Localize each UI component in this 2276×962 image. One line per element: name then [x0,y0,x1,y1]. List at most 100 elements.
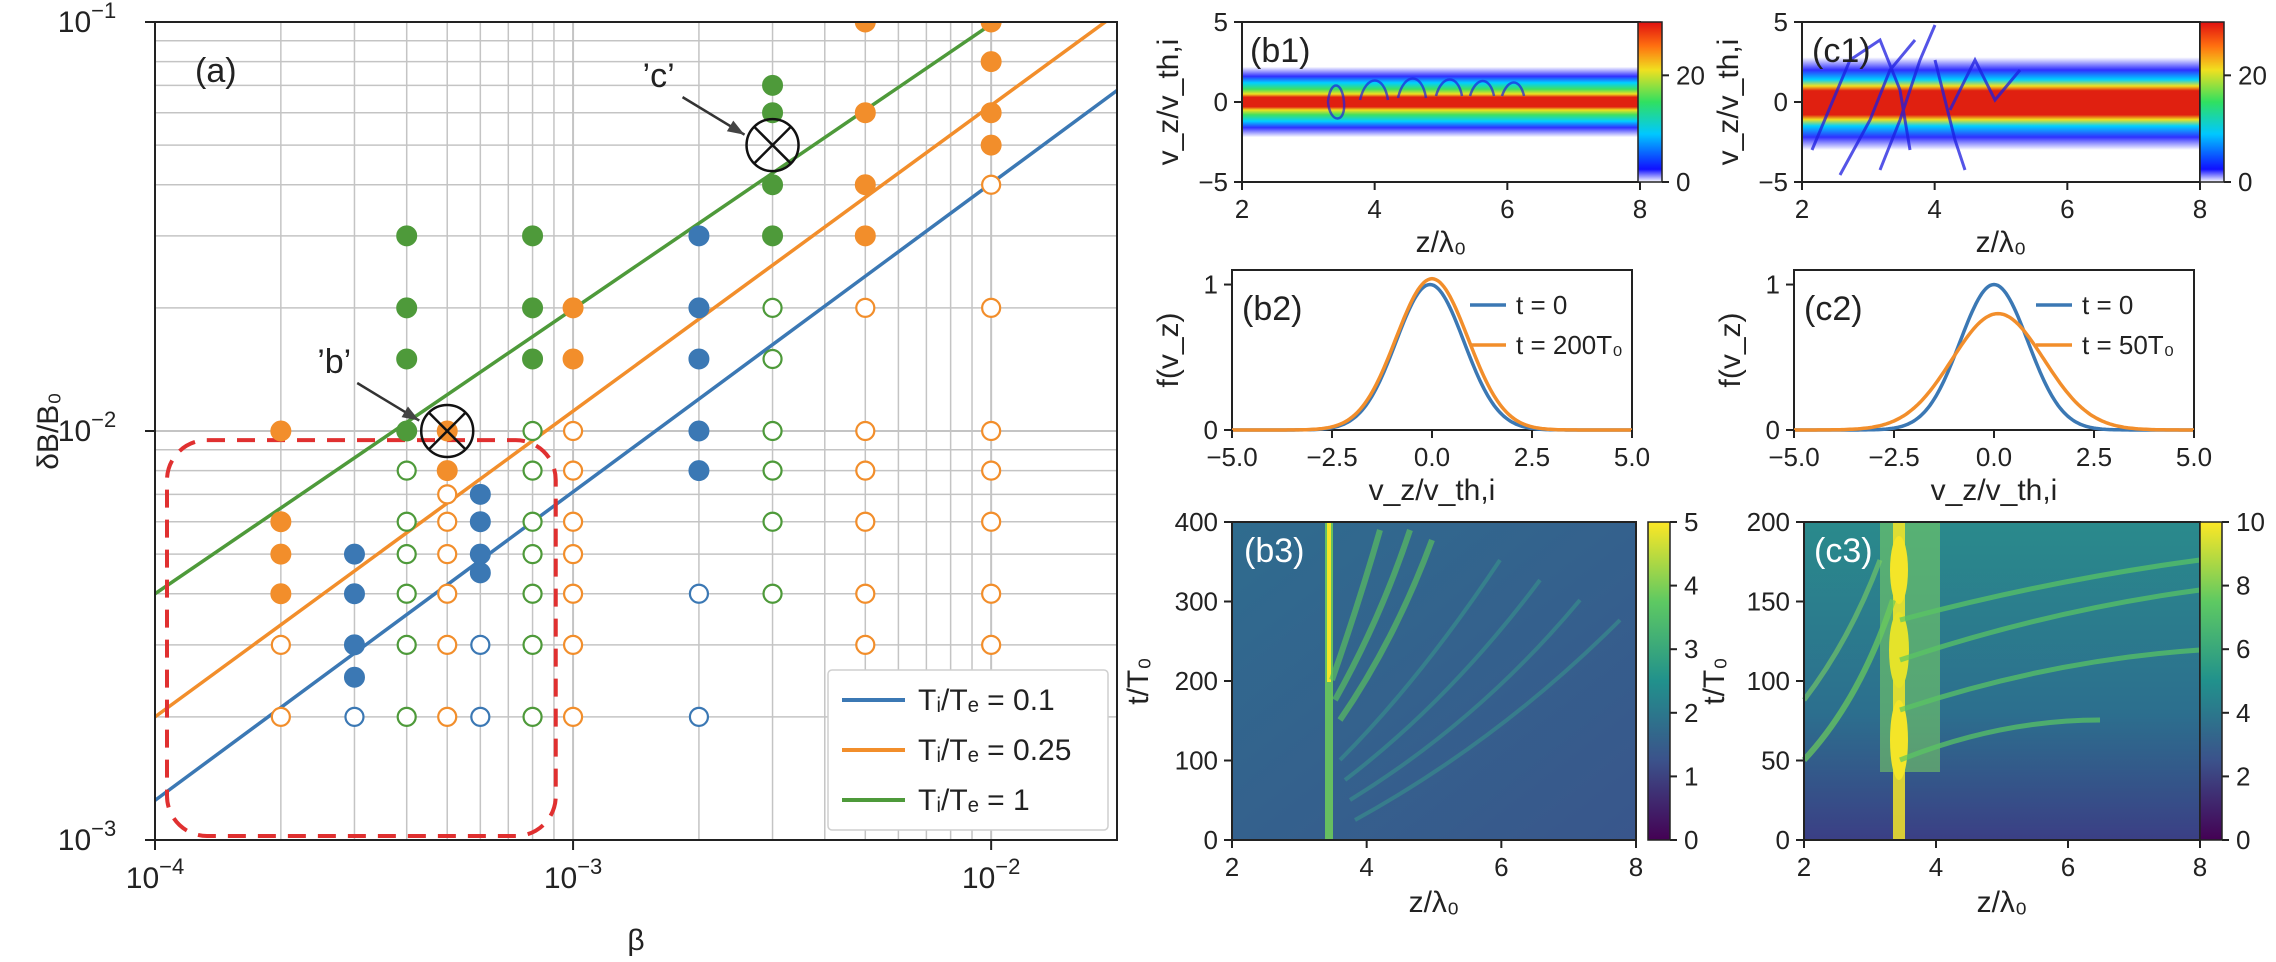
open-point-series-1 [855,420,876,442]
open-point-series-1 [437,511,458,532]
colorbar-tick-label: 0 [1676,167,1690,197]
colorbar-tick-label: 0 [2238,167,2252,197]
panel-b3-features [1325,522,1622,840]
open-point-series-1 [562,634,584,655]
open-point-series-1 [437,583,458,604]
filled-point-series-0 [688,225,710,247]
open-point-series-2 [762,297,783,318]
open-point-series-2 [396,460,417,481]
open-point-series-2 [762,348,783,370]
open-point-series-2 [396,511,417,532]
open-point-series-1 [981,174,1002,195]
x-tick-label: 2 [1225,852,1239,882]
filled-point-series-0 [343,634,365,656]
filled-point-series-0 [343,543,365,565]
legend-item-ratio-0.25: Tᵢ/Tₑ = 0.25 [918,734,1071,767]
open-point-series-1 [562,511,584,532]
case-annotation-arrowhead [401,406,420,421]
filled-point-series-1 [854,102,876,124]
open-point-series-2 [396,544,417,565]
colorbar-tick-label: 4 [2236,698,2250,728]
open-point-series-2 [522,544,543,565]
panel-c3-xlabel: z/λ₀ [1977,886,2028,919]
panel-c1-wave-structures [1810,24,2022,176]
y-tick-label: 10−3 [58,816,116,857]
filled-point-series-0 [343,583,365,605]
panel-b2-label: (b2) [1242,290,1302,328]
x-tick-label: 2 [1795,194,1809,224]
filled-point-series-1 [854,174,876,196]
filled-point-series-0 [469,483,491,505]
panel-c1-colorbar-ticks: 0 20 [2224,60,2267,197]
y-tick-label: −5 [1198,167,1228,197]
panel-b3: 2 4 6 8 0 100 200 300 400 0 1 2 3 4 5 (b3) z/λ₀ t/T₀ [1122,507,1698,919]
y-tick-label: −5 [1758,167,1788,197]
panel-c2-curves [1794,282,2194,432]
x-tick-label: 8 [1633,194,1647,224]
filled-point-series-2 [762,102,784,124]
colorbar-tick-label: 4 [1684,571,1698,601]
open-point-series-1 [855,511,876,532]
open-point-series-1 [270,634,291,655]
y-tick-label: 1 [1204,270,1218,300]
panel-b3-field [1232,522,1636,840]
panel-b2-legend: t = 0 t = 200T₀ [1470,290,1623,360]
filled-point-series-2 [762,225,784,247]
curve-series-1 [1232,276,1632,432]
x-tick-label: −2.5 [1306,442,1357,472]
panel-c1-xlabel: z/λ₀ [1976,226,2027,259]
x-tick-label: 5.0 [2176,442,2212,472]
panel-b2: −5.0 −2.5 0.0 2.5 5.0 0 1 (b2) v_z/v_th,i f(v_… [1152,269,1650,507]
panel-c2-frame [1793,269,2195,431]
x-tick-label: 5.0 [1614,442,1650,472]
filled-point-series-1 [980,51,1002,73]
panel-a-case-markers: ’b’ ’c’ [317,57,800,459]
x-tick-label: 4 [1927,194,1941,224]
y-tick-label: 0 [1214,87,1228,117]
panel-c3-colorbar-ticks: 0 2 4 6 8 10 [2222,507,2265,855]
x-tick-label: 2.5 [2076,442,2112,472]
filled-point-series-0 [688,460,710,482]
panel-b3-ticks: 2 4 6 8 0 100 200 300 400 [1175,507,1644,882]
y-tick-label: 0 [1204,825,1218,855]
case-annotation-label: ’c’ [643,57,675,95]
filled-point-series-1 [270,420,292,442]
filled-point-series-2 [522,297,544,319]
colorbar-tick-label: 6 [2236,634,2250,664]
fit-line-series-0 [155,89,1117,802]
y-tick-label: 200 [1175,666,1218,696]
panel-c2-ylabel: f(v_z) [1714,313,1747,388]
y-tick-label: 0 [1776,825,1790,855]
open-point-series-1 [981,511,1002,532]
panel-b3-label: (b3) [1244,532,1304,570]
panel-a: ’b’’c’ 10−4 10−3 10−210−310−210−1 (a) β δB… [32,0,1118,957]
panel-c1: 2 4 6 8 −5 0 5 0 20 (c1) z/λ₀ v_z/v_th,i [1712,7,2267,259]
colorbar-tick-label: 2 [1684,698,1698,728]
x-tick-label: 0.0 [1414,442,1450,472]
dashed-highlight-box [165,438,558,838]
open-point-series-1 [437,706,458,727]
filled-point-series-0 [688,297,710,319]
open-point-series-2 [522,706,543,727]
open-point-series-1 [855,634,876,655]
x-tick-label: 4 [1367,194,1381,224]
filled-point-series-0 [688,420,710,442]
colorbar-tick-label: 1 [1684,761,1698,791]
colorbar-tick-label: 8 [2236,571,2250,601]
colorbar-tick-label: 2 [2236,761,2250,791]
x-tick-label: 10−3 [544,854,602,895]
open-point-series-1 [562,706,584,727]
legend-b2-t0: t = 0 [1516,290,1567,320]
panel-c3-label: (c3) [1814,532,1873,570]
filled-point-series-1 [980,134,1002,156]
filled-point-series-2 [396,225,418,247]
open-point-series-2 [522,460,543,481]
open-point-series-2 [396,706,417,727]
x-tick-label: 6 [1494,852,1508,882]
legend-item-ratio-0.1: Tᵢ/Tₑ = 0.1 [918,684,1055,717]
open-point-series-2 [762,511,783,532]
y-tick-label: 5 [1214,7,1228,37]
y-tick-label: 0 [1766,415,1780,445]
filled-point-series-1 [854,225,876,247]
open-point-series-1 [855,583,876,604]
